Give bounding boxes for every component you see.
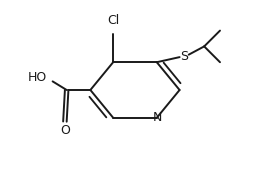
Text: N: N <box>153 111 162 124</box>
Text: S: S <box>180 50 188 62</box>
Text: HO: HO <box>28 71 47 84</box>
Text: O: O <box>60 124 70 137</box>
Text: Cl: Cl <box>107 14 119 27</box>
